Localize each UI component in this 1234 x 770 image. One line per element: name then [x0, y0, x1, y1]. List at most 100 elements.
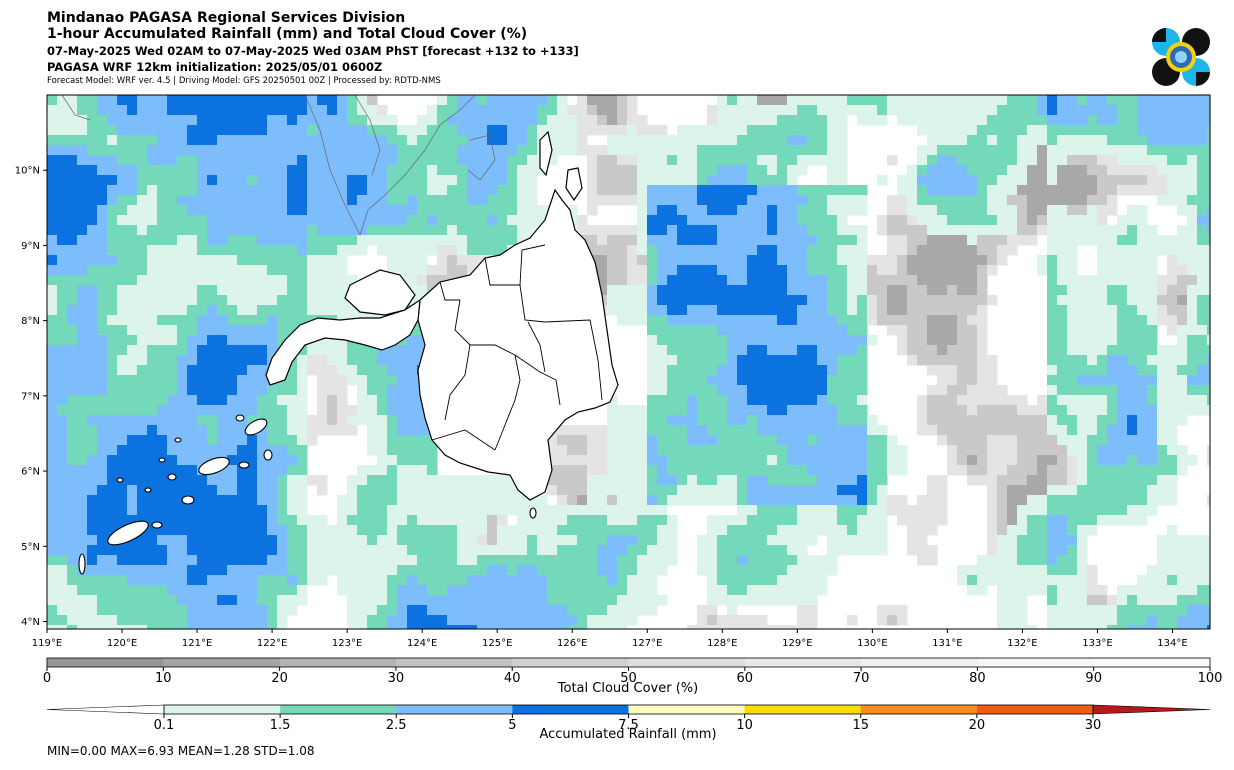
field-cell: [187, 145, 198, 156]
field-cell: [1137, 115, 1148, 126]
field-cell: [867, 505, 878, 516]
field-cell: [367, 535, 378, 546]
field-cell: [417, 565, 428, 576]
field-cell: [247, 155, 258, 166]
field-cell: [807, 475, 818, 486]
field-cell: [1167, 485, 1178, 496]
field-cell: [1087, 415, 1098, 426]
field-cell: [677, 375, 688, 386]
field-cell: [337, 245, 348, 256]
field-cell: [1147, 155, 1158, 166]
field-cell: [1057, 425, 1068, 436]
field-cell: [1207, 365, 1210, 376]
field-cell: [817, 455, 828, 466]
field-cell: [177, 315, 188, 326]
field-cell: [607, 95, 618, 106]
field-cell: [1087, 495, 1098, 506]
field-cell: [317, 335, 328, 346]
field-cell: [897, 465, 908, 476]
field-cell: [987, 215, 998, 226]
field-cell: [927, 345, 938, 356]
field-cell: [287, 495, 298, 506]
field-cell: [967, 435, 978, 446]
field-cell: [107, 235, 118, 246]
field-cell: [607, 185, 618, 196]
field-cell: [267, 215, 278, 226]
field-cell: [1187, 375, 1198, 386]
field-cell: [1197, 365, 1208, 376]
field-cell: [47, 575, 58, 586]
field-cell: [527, 135, 538, 146]
field-cell: [207, 515, 218, 526]
field-cell: [847, 185, 858, 196]
field-cell: [487, 105, 498, 116]
field-cell: [1057, 515, 1068, 526]
field-cell: [1187, 315, 1198, 326]
field-cell: [307, 425, 318, 436]
field-cell: [657, 395, 668, 406]
field-cell: [367, 105, 378, 116]
field-cell: [947, 145, 958, 156]
field-cell: [657, 345, 668, 356]
field-cell: [507, 545, 518, 556]
field-cell: [357, 485, 368, 496]
field-cell: [1187, 565, 1198, 576]
field-cell: [787, 135, 798, 146]
field-cell: [647, 565, 658, 576]
field-cell: [817, 195, 828, 206]
field-cell: [977, 465, 988, 476]
field-cell: [677, 245, 688, 256]
field-cell: [647, 385, 658, 396]
field-cell: [1207, 325, 1210, 336]
field-cell: [687, 195, 698, 206]
field-cell: [427, 125, 438, 136]
field-cell: [767, 535, 778, 546]
field-cell: [567, 495, 578, 506]
field-cell: [337, 305, 348, 316]
field-cell: [507, 485, 518, 496]
field-cell: [727, 315, 738, 326]
field-cell: [857, 405, 868, 416]
field-cell: [1097, 445, 1108, 456]
field-cell: [1137, 375, 1148, 386]
field-cell: [367, 465, 378, 476]
field-cell: [157, 115, 168, 126]
field-cell: [107, 415, 118, 426]
forecast-period: 07-May-2025 Wed 02AM to 07-May-2025 Wed …: [47, 44, 579, 58]
field-cell: [237, 565, 248, 576]
field-cell: [57, 385, 68, 396]
field-cell: [97, 325, 108, 336]
field-cell: [157, 305, 168, 316]
field-cell: [197, 115, 208, 126]
field-cell: [297, 195, 308, 206]
field-cell: [657, 385, 668, 396]
field-cell: [287, 445, 298, 456]
field-cell: [357, 215, 368, 226]
field-cell: [787, 175, 798, 186]
field-cell: [997, 255, 1008, 266]
field-cell: [627, 115, 638, 126]
field-cell: [927, 205, 938, 216]
field-cell: [757, 415, 768, 426]
field-cell: [297, 515, 308, 526]
field-cell: [517, 565, 528, 576]
field-cell: [1007, 225, 1018, 236]
field-cell: [247, 355, 258, 366]
field-cell: [267, 505, 278, 516]
field-cell: [1097, 255, 1108, 266]
field-cell: [1007, 395, 1018, 406]
field-cell: [217, 95, 228, 106]
field-cell: [87, 205, 98, 216]
field-cell: [597, 565, 608, 576]
field-cell: [737, 365, 748, 376]
field-cell: [977, 245, 988, 256]
field-cell: [797, 345, 808, 356]
field-cell: [227, 385, 238, 396]
field-cell: [197, 575, 208, 586]
field-cell: [307, 515, 318, 526]
field-cell: [887, 225, 898, 236]
field-cell: [1177, 545, 1188, 556]
field-cell: [77, 295, 88, 306]
field-cell: [57, 225, 68, 236]
field-cell: [327, 255, 338, 266]
